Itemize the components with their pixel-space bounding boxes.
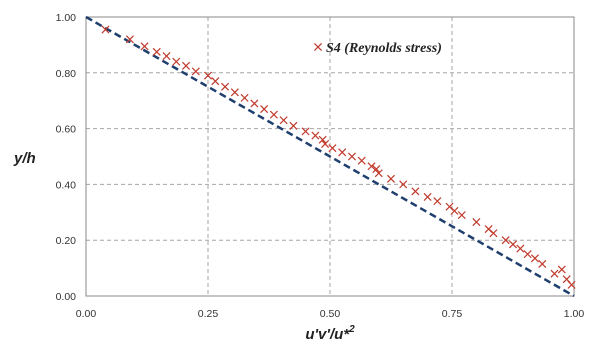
- legend-label: S4 (Reynolds stress): [326, 41, 442, 56]
- y-tick-label: 0.40: [56, 179, 77, 191]
- data-point: [279, 116, 288, 125]
- data-point: [203, 71, 213, 80]
- data-point: [101, 25, 110, 34]
- data-point: [567, 280, 576, 289]
- data-point: [318, 135, 327, 144]
- data-point: [423, 192, 432, 201]
- data-point: [357, 156, 366, 165]
- data-point: [191, 67, 200, 76]
- y-tick-label: 0.60: [56, 124, 77, 136]
- data-point: [374, 169, 383, 178]
- data-point: [211, 77, 220, 86]
- reference-dashed-line: [85, 15, 575, 298]
- data-point: [301, 127, 310, 136]
- y-tick-label: 0.00: [56, 291, 77, 303]
- data-point: [457, 211, 466, 220]
- data-point: [557, 265, 566, 274]
- legend: S4 (Reynolds stress): [313, 41, 442, 56]
- data-point: [538, 259, 547, 268]
- data-point: [489, 229, 498, 238]
- data-point: [508, 240, 518, 249]
- data-point: [328, 144, 337, 153]
- gridlines: [86, 17, 574, 296]
- x-tick-label: 1.00: [564, 308, 585, 320]
- x-axis-title: u'v'/u*2: [305, 324, 355, 343]
- legend-marker: [313, 42, 323, 52]
- data-point: [230, 88, 239, 97]
- data-point: [433, 197, 442, 206]
- data-point: [260, 105, 269, 114]
- data-point: [152, 47, 161, 56]
- data-point: [516, 244, 525, 253]
- x-axis-title-superscript: 2: [348, 324, 355, 335]
- data-point: [501, 236, 510, 245]
- x-tick-label: 0.50: [320, 308, 341, 320]
- data-point: [550, 269, 559, 278]
- y-tick-label: 0.80: [56, 68, 77, 80]
- data-point: [338, 148, 347, 157]
- data-point: [372, 165, 381, 174]
- data-point: [367, 162, 376, 171]
- data-point: [172, 57, 181, 66]
- data-point: [523, 250, 532, 259]
- data-point: [221, 82, 230, 91]
- data-point: [386, 174, 396, 183]
- y-tick-labels: 0.00 0.20 0.40 0.60 0.80 1.00: [56, 12, 77, 303]
- data-point: [311, 131, 320, 140]
- data-point: [240, 93, 249, 102]
- x-axis-title-main: u'v'/u*: [305, 326, 350, 343]
- x-tick-label: 0.75: [442, 308, 463, 320]
- x-tick-label: 0.25: [198, 308, 219, 320]
- series-layer: [85, 15, 576, 298]
- plot-area-border: [85, 16, 575, 297]
- data-point: [269, 110, 278, 119]
- data-point: [125, 35, 134, 44]
- data-point: [140, 42, 149, 51]
- data-point: [411, 187, 420, 196]
- data-point: [250, 99, 259, 108]
- x-tick-label: 0.00: [76, 308, 97, 320]
- y-tick-label: 0.20: [56, 235, 77, 247]
- data-point: [347, 152, 356, 161]
- data-point: [450, 206, 459, 215]
- y-axis-title: y/h: [13, 150, 36, 167]
- data-point: [399, 180, 408, 189]
- data-point: [530, 254, 539, 263]
- y-tick-label: 1.00: [56, 12, 77, 24]
- x-tick-labels: 0.00 0.25 0.50 0.75 1.00: [76, 308, 585, 320]
- data-point: [289, 121, 298, 130]
- data-point: [162, 52, 171, 61]
- data-point: [182, 61, 191, 70]
- data-point: [321, 139, 330, 148]
- data-point: [472, 218, 481, 227]
